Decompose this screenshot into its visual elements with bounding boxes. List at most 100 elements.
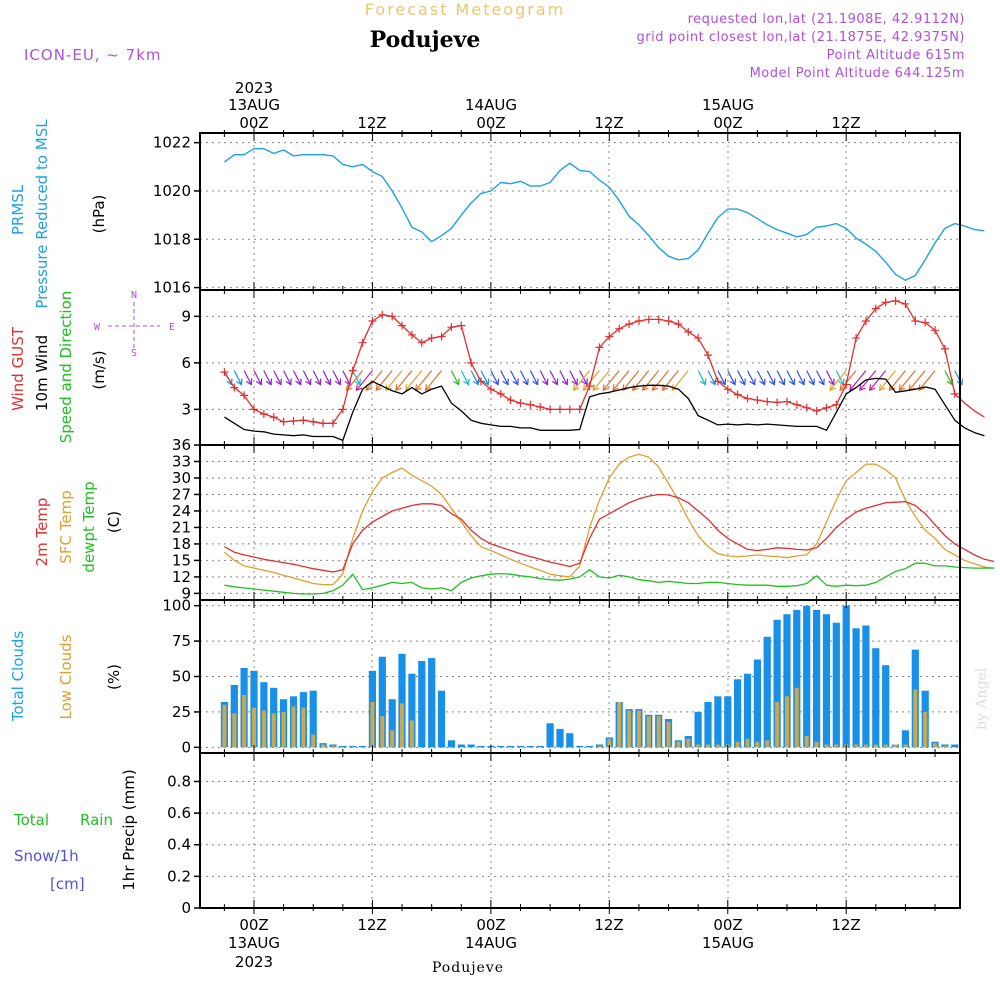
ytick-label-temp-0: 9 — [181, 584, 191, 602]
wind-dir-label: Speed and Direction — [57, 291, 75, 444]
ytick-label-temp-4: 21 — [172, 518, 191, 536]
low-cloud-bar-65 — [863, 744, 868, 748]
total-cloud-bar-12 — [339, 745, 347, 748]
wind-arrowhead-55 — [768, 378, 776, 386]
panel-frame-precip — [199, 752, 961, 909]
bottom-hour-label-6: 12Z — [831, 916, 860, 934]
gust-marker-24 — [457, 321, 466, 330]
compass-east: E — [169, 322, 175, 333]
gust-marker-7 — [289, 416, 298, 425]
total-cloud-bar-48 — [694, 711, 702, 748]
compass-north: N — [131, 290, 137, 301]
total-cloud-bar-9 — [309, 690, 317, 748]
credit-watermark: by Angel — [974, 667, 990, 730]
wind-arrowhead-34 — [561, 378, 569, 386]
pressure-line — [223, 147, 985, 281]
gust-marker-15 — [368, 317, 377, 325]
low-cloud-bar-59 — [804, 736, 809, 748]
total-cloud-bar-28 — [497, 745, 505, 748]
wind-arrow-61 — [825, 370, 835, 385]
gust-marker-31 — [526, 400, 535, 409]
total-cloud-bar-14 — [359, 745, 367, 748]
gust-marker-30 — [516, 399, 525, 408]
wind-arrow-16 — [365, 370, 383, 391]
ytick-label-pressure-3: 1022 — [153, 134, 191, 152]
total-cloud-bar-54 — [753, 659, 761, 748]
gust-marker-11 — [328, 419, 337, 428]
wind-arrowhead-11 — [334, 378, 342, 386]
bars-layer — [220, 605, 959, 748]
gust-marker-6 — [279, 417, 288, 426]
total-cloud-bar-52 — [734, 679, 742, 748]
low-clouds-label: Low Clouds — [57, 634, 75, 719]
gust-marker-3 — [250, 405, 258, 414]
ytick-label-clouds-4: 100 — [162, 597, 191, 615]
low-cloud-bar-4 — [261, 710, 266, 748]
wind-arrowhead-56 — [778, 378, 786, 386]
wind-arrow-49 — [707, 370, 716, 385]
total-cloud-bar-49 — [704, 702, 712, 748]
total-cloud-bar-18 — [398, 653, 406, 748]
wind-arrowhead-70 — [898, 384, 906, 392]
gust-marker-37 — [585, 382, 594, 391]
total-cloud-bar-22 — [437, 690, 446, 748]
wind-arrow-22 — [425, 370, 442, 391]
wind-arrow-5 — [273, 370, 282, 385]
total-cloud-bar-31 — [526, 745, 534, 748]
ytick-label-wind-1: 6 — [181, 354, 191, 372]
low-cloud-bar-66 — [873, 744, 878, 748]
wind-arrowhead-68 — [878, 384, 886, 392]
low-cloud-bar-55 — [765, 740, 770, 748]
total-cloud-bar-19 — [408, 673, 416, 748]
gust-marker-0 — [220, 368, 229, 377]
low-cloud-bar-45 — [666, 721, 671, 748]
ytick-label-clouds-3: 75 — [172, 632, 191, 650]
compass-west: W — [94, 322, 101, 333]
wind-arrowhead-48 — [699, 378, 707, 386]
gust-marker-60 — [812, 406, 821, 415]
gust-marker-44 — [654, 315, 663, 324]
wind-arrow-11 — [332, 370, 341, 385]
ytick-label-wind-2: 9 — [181, 307, 191, 325]
wind-arrowhead-45 — [651, 384, 659, 392]
wind-arrow-8 — [302, 370, 312, 385]
gust-marker-47 — [684, 327, 693, 336]
wind-arrowhead-9 — [314, 378, 322, 386]
wind-arrowhead-3 — [255, 378, 263, 386]
total-cloud-bar-53 — [743, 673, 752, 748]
low-cloud-bar-60 — [814, 741, 819, 748]
grid-point-coords: grid point closest lon,lat (21.1875E, 42… — [637, 30, 965, 45]
total-cloud-bar-60 — [813, 609, 821, 748]
forecast-meteogram-title: Forecast Meteogram — [365, 0, 565, 19]
top-hour-label-1: 00Z — [239, 114, 268, 132]
low-cloud-bar-9 — [311, 734, 316, 748]
wind-arrow-45 — [652, 370, 670, 391]
total-cloud-bar-51 — [724, 696, 732, 748]
top-date-label-2: 14AUG — [465, 96, 517, 114]
wind-arrowhead-23 — [453, 378, 460, 386]
gust-marker-23 — [447, 323, 456, 332]
clouds-unit: (%) — [105, 664, 123, 690]
wind-10m-line — [224, 377, 985, 442]
wind-arrow-68 — [879, 370, 897, 391]
precip-cm-label: [cm] — [50, 875, 85, 893]
low-cloud-bar-3 — [252, 707, 256, 748]
ytick-label-precip-4: 0.8 — [167, 772, 191, 790]
gust-marker-18 — [398, 321, 407, 330]
wind-arrow-59 — [806, 370, 815, 385]
wind-arrowhead-63 — [829, 384, 837, 392]
requested-coords: requested lon,lat (21.1908E, 42.9112N) — [688, 12, 965, 27]
wind-arrow-6 — [283, 370, 292, 385]
wind-arrow-60 — [816, 370, 825, 385]
total-cloud-bar-37 — [586, 745, 594, 748]
location-title: Podujeve — [370, 27, 481, 53]
wind-arrowhead-32 — [541, 378, 549, 386]
axes-layer: 1016101810201022369912151821242730333602… — [153, 127, 961, 917]
low-cloud-bar-0 — [222, 704, 227, 748]
wind-arrow-63 — [829, 370, 847, 391]
gust-marker-70 — [911, 317, 920, 325]
ytick-label-wind-0: 3 — [181, 400, 191, 418]
total-cloud-bar-63 — [842, 605, 850, 748]
wind-arrowhead-8 — [305, 378, 312, 386]
pressure-label-1: PRMSL — [9, 184, 27, 235]
